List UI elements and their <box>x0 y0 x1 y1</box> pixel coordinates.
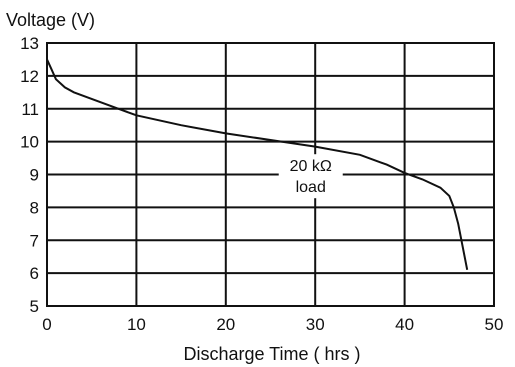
plot-frame <box>46 42 495 307</box>
y-axis-label: Voltage (V) <box>6 10 95 30</box>
y-tick-labels: 5 6 7 8 9 10 11 12 13 <box>20 34 39 316</box>
y-tick-label: 9 <box>30 166 39 185</box>
x-axis-label: Discharge Time ( hrs ) <box>183 344 360 364</box>
x-tick-label: 10 <box>127 315 146 334</box>
y-tick-label: 6 <box>30 264 39 283</box>
annotation-background <box>278 154 343 199</box>
y-tick-label: 8 <box>30 198 39 217</box>
x-tick-label: 30 <box>306 315 325 334</box>
y-tick-label: 12 <box>20 67 39 86</box>
grid <box>47 43 494 306</box>
y-tick-label: 10 <box>20 133 39 152</box>
annotation-text: 20 kΩ <box>290 158 332 175</box>
y-tick-label: 5 <box>30 297 39 316</box>
y-tick-label: 13 <box>20 34 39 53</box>
y-tick-label: 7 <box>30 231 39 250</box>
x-tick-label: 40 <box>395 315 414 334</box>
x-tick-labels: 0 10 20 30 40 50 <box>42 315 503 334</box>
annotation-text: load <box>296 179 326 196</box>
x-tick-label: 20 <box>216 315 235 334</box>
discharge-curve <box>46 58 469 270</box>
x-tick-label: 50 <box>485 315 504 334</box>
x-tick-label: 0 <box>42 315 51 334</box>
y-tick-label: 11 <box>21 100 39 119</box>
load-annotation: 20 kΩ load <box>278 154 343 199</box>
